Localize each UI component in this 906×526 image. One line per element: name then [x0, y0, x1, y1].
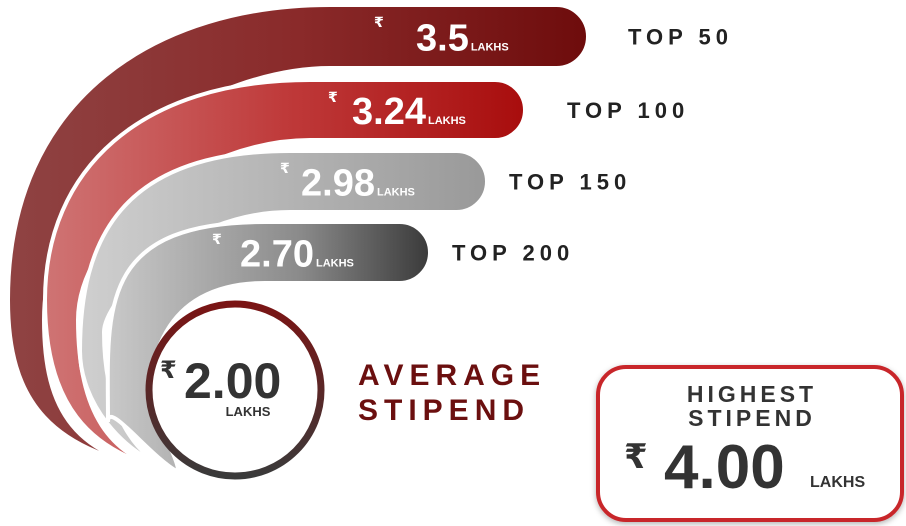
- highest-symbol: ₹: [624, 438, 648, 476]
- tier-symbol: ₹: [328, 89, 338, 105]
- average-label: STIPEND: [358, 394, 530, 427]
- average-symbol: ₹: [160, 357, 177, 384]
- tier-unit: LAKHS: [428, 115, 466, 127]
- tier-unit: LAKHS: [316, 258, 354, 270]
- highest-title: HIGHEST: [687, 381, 817, 407]
- average-circle: [145, 300, 325, 480]
- highest-unit: LAKHS: [810, 474, 865, 491]
- tier-symbol: ₹: [212, 231, 222, 247]
- highest-title: STIPEND: [688, 405, 816, 431]
- tier-label: TOP 50: [628, 25, 733, 50]
- tier-label: TOP 150: [509, 170, 631, 195]
- average-unit: LAKHS: [226, 404, 271, 419]
- average-amount: 2.00: [184, 353, 281, 409]
- tier-bands: [5, 2, 590, 476]
- tier-unit: LAKHS: [377, 187, 415, 199]
- tier-amount: 2.70: [240, 234, 314, 276]
- tier-amount: 3.24: [352, 91, 426, 133]
- highest-box: [596, 365, 904, 522]
- tier-amount: 3.5: [416, 18, 469, 60]
- tier-unit: LAKHS: [471, 42, 509, 54]
- average-label: AVERAGE: [358, 359, 546, 392]
- tier-amount: 2.98: [301, 163, 375, 205]
- tier-label: TOP 100: [567, 98, 689, 123]
- highest-amount: 4.00: [664, 433, 785, 502]
- tier-label: TOP 200: [452, 241, 574, 266]
- tier-symbol: ₹: [280, 160, 290, 176]
- tier-symbol: ₹: [374, 14, 384, 30]
